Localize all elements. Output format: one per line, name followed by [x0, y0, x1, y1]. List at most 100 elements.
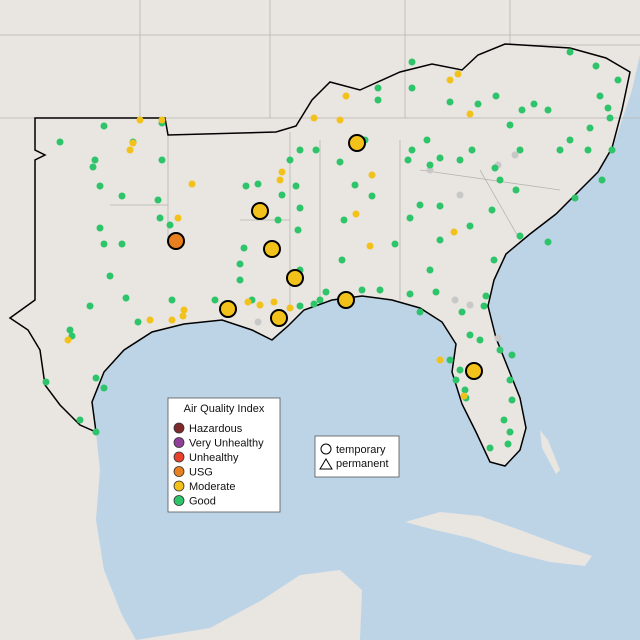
legend-swatch: [173, 495, 185, 506]
site-marker: [180, 306, 188, 314]
site-marker: [496, 346, 504, 354]
site-marker: [358, 286, 366, 294]
legend-label: USG: [189, 466, 213, 478]
markers: [42, 48, 622, 452]
site-marker: [158, 116, 166, 124]
legend-label: temporary: [336, 444, 386, 456]
site-marker: [474, 100, 482, 108]
site-marker: [596, 92, 604, 100]
site-marker: [544, 106, 552, 114]
site-marker: [336, 158, 344, 166]
site-marker: [506, 376, 514, 384]
site-marker: [66, 326, 74, 334]
site-marker: [251, 202, 269, 220]
site-marker: [571, 194, 579, 202]
site-marker: [476, 336, 484, 344]
site-marker: [96, 224, 104, 232]
legend-label: Hazardous: [189, 423, 243, 435]
site-marker: [100, 384, 108, 392]
site-marker: [584, 146, 592, 154]
legend-label: permanent: [336, 458, 389, 470]
circle-symbol: [320, 443, 332, 455]
region-outline: [8, 43, 631, 467]
site-marker: [506, 121, 514, 129]
site-marker: [376, 286, 384, 294]
site-marker: [294, 226, 302, 234]
site-marker: [64, 336, 72, 344]
site-marker: [310, 114, 318, 122]
site-marker: [316, 296, 324, 304]
site-marker: [466, 331, 474, 339]
site-marker: [416, 308, 424, 316]
site-marker: [270, 309, 288, 327]
site-marker: [322, 288, 330, 296]
site-marker: [446, 356, 454, 364]
site-marker: [614, 76, 622, 84]
site-marker: [460, 392, 468, 400]
site-marker: [446, 76, 454, 84]
site-marker: [468, 146, 476, 154]
site-marker: [466, 301, 474, 309]
site-marker: [496, 176, 504, 184]
site-marker: [278, 191, 286, 199]
site-marker: [490, 256, 498, 264]
site-marker: [340, 216, 348, 224]
site-marker: [465, 362, 483, 380]
site-marker: [606, 114, 614, 122]
site-marker: [391, 240, 399, 248]
site-marker: [118, 240, 126, 248]
site-marker: [312, 146, 320, 154]
site-marker: [42, 378, 50, 386]
site-marker: [188, 180, 196, 188]
site-marker: [454, 70, 462, 78]
site-marker: [348, 134, 366, 152]
site-marker: [504, 440, 512, 448]
site-marker: [352, 210, 360, 218]
site-marker: [586, 124, 594, 132]
site-marker: [263, 240, 281, 258]
site-marker: [494, 334, 502, 342]
site-marker: [450, 228, 458, 236]
legend-swatch: [173, 480, 185, 492]
site-marker: [296, 146, 304, 154]
site-marker: [432, 288, 440, 296]
site-marker: [374, 96, 382, 104]
site-marker: [310, 300, 318, 308]
site-marker: [544, 238, 552, 246]
site-marker: [458, 308, 466, 316]
site-marker: [134, 318, 142, 326]
site-marker: [508, 396, 516, 404]
legend-swatch: [173, 451, 185, 463]
site-marker: [500, 416, 508, 424]
site-marker: [506, 428, 514, 436]
site-marker: [167, 232, 185, 250]
site-marker: [408, 84, 416, 92]
site-marker: [211, 296, 219, 304]
legend-swatch: [173, 466, 185, 477]
site-marker: [406, 290, 414, 298]
legend-swatch: [173, 422, 185, 434]
site-marker: [286, 156, 294, 164]
site-marker: [146, 316, 154, 324]
site-marker: [100, 240, 108, 248]
cuba: [405, 512, 592, 566]
site-marker: [408, 58, 416, 66]
site-marker: [179, 312, 187, 320]
bahamas: [540, 430, 560, 474]
site-marker: [486, 444, 494, 452]
site-marker: [337, 291, 355, 309]
site-marker: [89, 163, 97, 171]
site-marker: [518, 106, 526, 114]
site-marker: [154, 196, 162, 204]
site-marker: [374, 84, 382, 92]
site-marker: [242, 182, 250, 190]
site-marker: [338, 256, 346, 264]
site-marker: [256, 301, 264, 309]
site-marker: [436, 154, 444, 162]
site-marker: [122, 294, 130, 302]
legend-label: Moderate: [189, 481, 235, 493]
site-marker: [118, 192, 126, 200]
site-marker: [296, 302, 304, 310]
site-marker: [166, 221, 174, 229]
